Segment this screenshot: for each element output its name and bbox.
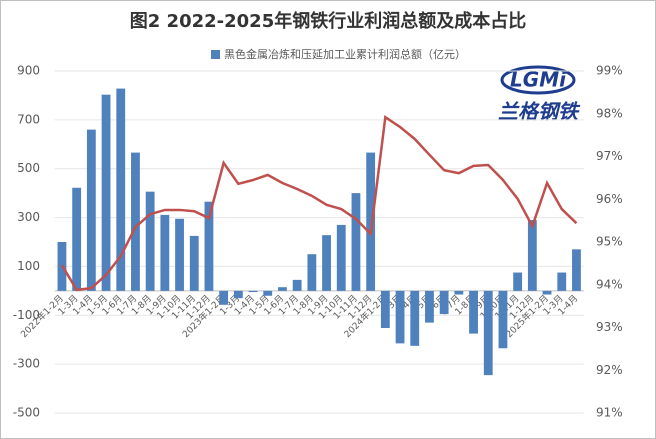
y-tick-label: -500 [13, 406, 40, 420]
bar [160, 214, 170, 291]
bar [395, 290, 405, 344]
line [60, 115, 578, 292]
y2-tick-label: 94% [596, 277, 623, 291]
bar [469, 290, 478, 334]
bar [116, 88, 126, 291]
bar [410, 290, 420, 346]
bar [307, 254, 317, 291]
bar [498, 290, 508, 349]
y-tick-label: 700 [17, 112, 40, 126]
bar [557, 272, 567, 291]
bar [513, 272, 523, 291]
y-tick-label: 500 [17, 161, 40, 175]
bar [527, 220, 537, 291]
y-tick-label: -100 [13, 308, 40, 322]
logo-ring [500, 65, 576, 95]
bar [483, 290, 493, 376]
bar [145, 191, 155, 291]
bar [72, 187, 82, 291]
legend-label: 黑色金属冶炼和压延加工业累计利润总额（亿元） [224, 47, 466, 61]
chart-title: 图2 2022-2025年钢铁行业利润总额及成本占比 [130, 10, 526, 32]
y2-tick-label: 92% [596, 363, 623, 377]
bar [351, 193, 361, 291]
bar [101, 94, 111, 291]
y2-tick-label: 98% [596, 106, 623, 120]
bar [86, 129, 96, 291]
y2-tick-label: 96% [596, 192, 623, 206]
bar [248, 290, 258, 293]
legend-swatch [211, 50, 220, 59]
bar [292, 279, 302, 291]
bar [425, 290, 434, 323]
y2-tick-label: 99% [596, 64, 623, 78]
y2-tick-label: 97% [596, 149, 623, 163]
y-tick-label: 100 [17, 259, 40, 273]
bar [380, 290, 390, 328]
bar [189, 235, 199, 291]
bar [336, 224, 346, 291]
y2-tick-label: 93% [596, 320, 623, 334]
y2-tick-label: 95% [596, 235, 623, 249]
bar [366, 152, 376, 291]
bar [454, 290, 464, 295]
y2-tick-label: 91% [596, 406, 623, 420]
bar [322, 235, 331, 291]
bar [572, 249, 581, 291]
bar [263, 290, 273, 296]
y-tick-label: -300 [13, 357, 40, 371]
bar [204, 201, 214, 291]
bar [175, 218, 184, 291]
bar [542, 290, 552, 295]
y-tick-label: 300 [17, 210, 40, 224]
bar [278, 287, 287, 291]
y-tick-label: 900 [17, 64, 40, 78]
bar [219, 290, 229, 305]
bar [233, 290, 243, 299]
bar [439, 290, 449, 315]
grid [54, 70, 584, 414]
bar [131, 152, 140, 291]
